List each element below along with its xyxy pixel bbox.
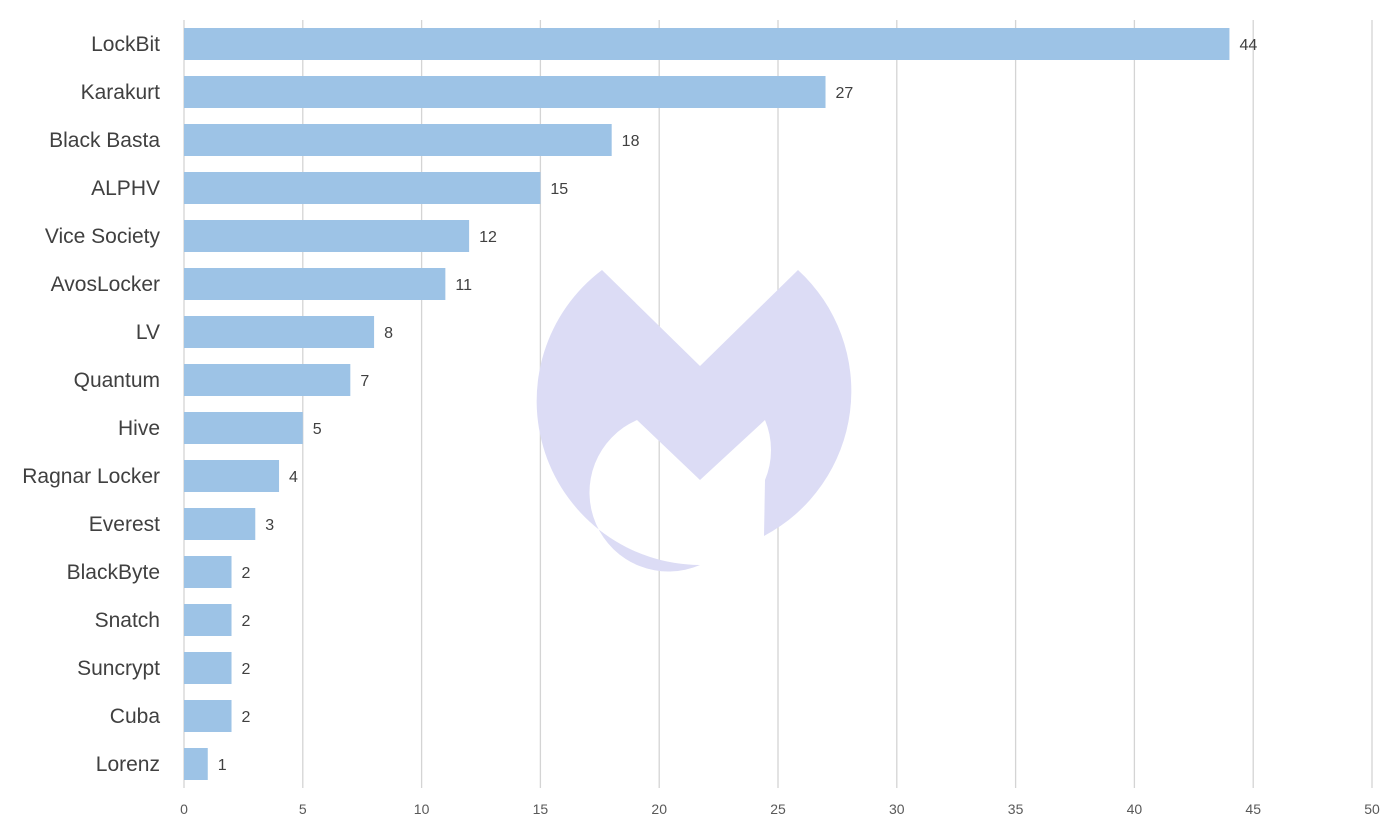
category-labels: LockBit Karakurt Black Basta ALPHV Vice Soci… <box>22 33 160 776</box>
category-label: ALPHV <box>91 177 160 200</box>
bar <box>184 220 470 252</box>
category-label: Everest <box>89 513 160 536</box>
x-tick-label: 25 <box>770 801 786 817</box>
data-label: 44 <box>1239 37 1257 54</box>
category-label: Black Basta <box>49 129 160 152</box>
category-label: LV <box>136 321 160 344</box>
bars <box>184 28 1230 780</box>
category-label: Quantum <box>74 369 160 392</box>
category-label: Suncrypt <box>77 657 160 680</box>
data-label: 2 <box>242 613 251 630</box>
x-tick-label: 45 <box>1245 801 1261 817</box>
category-label: AvosLocker <box>51 273 160 296</box>
data-label: 27 <box>836 85 854 102</box>
bar <box>184 652 232 684</box>
x-tick-label: 5 <box>299 801 307 817</box>
bar <box>184 316 375 348</box>
bar <box>184 28 1230 60</box>
category-label: Ragnar Locker <box>22 465 160 488</box>
bar <box>184 124 612 156</box>
category-label: Karakurt <box>81 81 161 104</box>
bar <box>184 364 351 396</box>
malwarebytes-logo-icon <box>536 270 852 572</box>
data-label: 7 <box>360 373 369 390</box>
data-label: 4 <box>289 469 298 486</box>
data-label: 8 <box>384 325 393 342</box>
category-label: Lorenz <box>96 753 160 776</box>
data-label: 2 <box>242 709 251 726</box>
bar <box>184 556 232 588</box>
x-tick-label: 20 <box>651 801 667 817</box>
x-tick-label: 35 <box>1008 801 1024 817</box>
data-label: 3 <box>265 517 274 534</box>
bar <box>184 748 208 780</box>
data-label: 15 <box>550 181 568 198</box>
category-label: Snatch <box>95 609 160 632</box>
data-label: 2 <box>242 565 251 582</box>
data-label: 18 <box>622 133 640 150</box>
data-label: 2 <box>242 661 251 678</box>
x-tick-label: 10 <box>414 801 430 817</box>
data-label: 12 <box>479 229 497 246</box>
x-tick-label: 0 <box>180 801 188 817</box>
bar <box>184 76 826 108</box>
category-label: Vice Society <box>45 225 161 248</box>
bar <box>184 700 232 732</box>
category-label: BlackByte <box>67 561 160 584</box>
bar <box>184 412 303 444</box>
data-label: 5 <box>313 421 322 438</box>
x-tick-label: 15 <box>533 801 549 817</box>
category-label: Hive <box>118 417 160 440</box>
category-label: LockBit <box>91 33 160 56</box>
x-tick-label: 30 <box>889 801 905 817</box>
bar <box>184 172 541 204</box>
bar <box>184 268 446 300</box>
x-tick-label: 40 <box>1127 801 1143 817</box>
bar <box>184 460 280 492</box>
x-tick-label: 50 <box>1364 801 1380 817</box>
data-label: 11 <box>455 277 472 294</box>
bar <box>184 508 256 540</box>
x-tick-labels: 0 5 10 15 20 25 30 35 40 45 50 <box>180 801 1380 817</box>
value-labels: 44 27 18 15 12 11 8 7 5 4 3 2 2 2 2 1 <box>218 37 1258 774</box>
data-label: 1 <box>218 757 227 774</box>
category-label: Cuba <box>110 705 161 728</box>
bar <box>184 604 232 636</box>
